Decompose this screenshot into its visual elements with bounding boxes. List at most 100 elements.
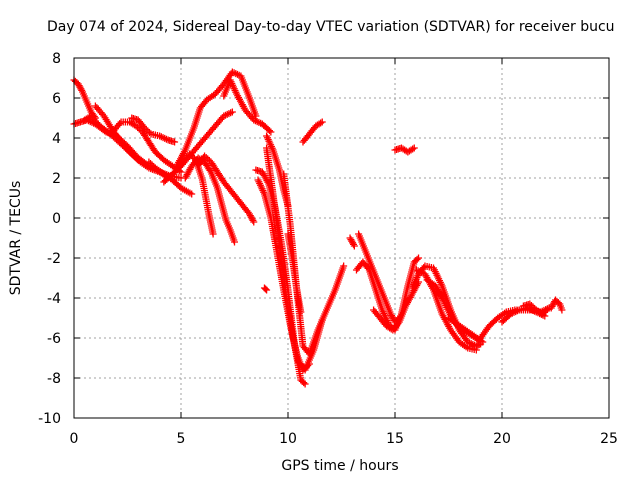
x-tick-label: 20 — [493, 431, 511, 447]
data-point — [209, 230, 217, 238]
data-point — [204, 155, 212, 163]
data-point — [301, 380, 309, 388]
data-point — [527, 302, 535, 309]
series-track-34 — [547, 296, 566, 314]
x-axis-title: GPS time / hours — [281, 458, 398, 474]
data-point — [144, 127, 152, 135]
series-track-20 — [260, 284, 271, 294]
x-tick-label: 5 — [177, 431, 186, 447]
data-point — [145, 158, 153, 166]
series-track-19 — [284, 230, 305, 316]
data-point — [171, 138, 179, 146]
data-point — [529, 303, 537, 311]
data-point — [250, 218, 258, 226]
data-point — [132, 122, 140, 130]
series-track-22 — [346, 234, 358, 250]
data-point — [263, 286, 271, 294]
data-point — [141, 124, 149, 132]
y-tick-label: -10 — [38, 411, 61, 427]
chart-title: Day 074 of 2024, Sidereal Day-to-day VTE… — [47, 19, 615, 35]
axis-ticks: 0 5 10 15 20 25 -10 -8 -6 -4 -2 0 2 4 6 8 — [38, 51, 618, 447]
y-tick-label: 6 — [52, 91, 61, 107]
data-points — [70, 68, 566, 388]
data-point — [542, 307, 550, 315]
y-tick-label: 2 — [52, 171, 61, 187]
data-point — [413, 255, 421, 263]
data-point — [228, 108, 236, 116]
y-tick-label: -4 — [47, 291, 61, 307]
y-tick-label: 4 — [52, 131, 61, 147]
series-track-30 — [445, 314, 487, 346]
series-track-02 — [70, 76, 99, 122]
x-tick-label: 15 — [386, 431, 404, 447]
x-tick-label: 10 — [279, 431, 297, 447]
y-tick-label: 0 — [52, 211, 61, 227]
data-point — [179, 156, 187, 164]
data-point — [539, 310, 547, 318]
data-point — [188, 190, 196, 198]
data-point — [297, 308, 305, 316]
data-point — [410, 144, 418, 152]
y-tick-label: -8 — [47, 371, 61, 387]
data-point — [350, 242, 358, 250]
data-point — [133, 155, 141, 163]
series-track-33 — [519, 300, 553, 318]
plot-frame — [73, 57, 610, 419]
data-point — [182, 153, 190, 161]
data-point — [187, 152, 195, 159]
data-point — [267, 128, 275, 136]
data-point — [415, 254, 423, 262]
data-point — [394, 320, 402, 328]
data-point — [231, 238, 238, 246]
data-point — [145, 129, 153, 136]
data-point — [526, 300, 534, 308]
data-point — [181, 155, 189, 162]
series-track-09 — [173, 68, 260, 170]
y-tick-label: -2 — [47, 251, 61, 267]
x-tick-label: 25 — [600, 431, 618, 447]
y-axis-title: SDTVAR / TECUs — [8, 181, 24, 296]
data-point — [300, 379, 308, 387]
data-point — [78, 86, 86, 94]
series-track-26 — [391, 144, 418, 156]
data-point — [148, 161, 156, 169]
data-point — [543, 306, 551, 313]
data-point — [202, 154, 210, 161]
data-point — [265, 127, 273, 135]
grid — [74, 58, 609, 418]
data-point — [201, 152, 209, 160]
data-point — [206, 166, 214, 174]
data-point — [349, 240, 357, 248]
y-tick-label: -6 — [47, 331, 61, 347]
data-point — [142, 126, 150, 133]
series-track-10 — [220, 76, 275, 136]
series-track-25 — [370, 278, 423, 334]
data-point — [262, 285, 270, 293]
data-point — [147, 160, 155, 167]
series-track-04 — [91, 102, 142, 164]
series-track-12 — [173, 150, 217, 238]
data-point — [318, 118, 326, 126]
series-track-13 — [194, 152, 258, 226]
data-point — [409, 145, 417, 153]
data-point — [479, 338, 487, 346]
data-point — [540, 309, 548, 316]
data-point — [317, 119, 325, 127]
data-point — [186, 150, 194, 158]
series-track-21 — [299, 118, 326, 146]
series-track-06 — [128, 114, 179, 146]
data-point — [364, 264, 372, 272]
data-point — [558, 306, 566, 314]
data-point — [135, 125, 143, 133]
data-point — [134, 124, 142, 131]
series-track-23 — [355, 230, 403, 326]
x-tick-label: 0 — [70, 431, 79, 447]
data-point — [472, 346, 480, 354]
data-point — [86, 113, 94, 121]
data-point — [134, 156, 142, 164]
data-point — [249, 216, 257, 224]
data-point — [116, 120, 124, 128]
data-point — [189, 153, 197, 161]
data-point — [340, 262, 348, 270]
